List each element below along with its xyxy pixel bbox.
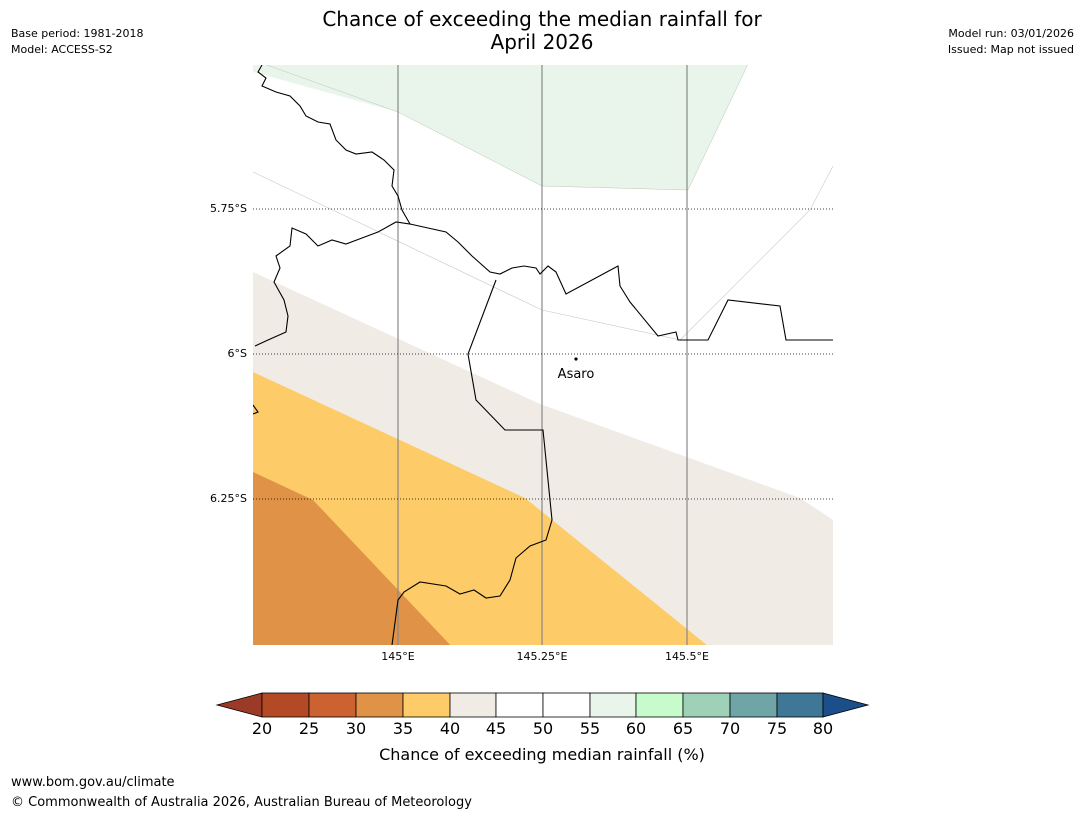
boundary-line xyxy=(391,279,553,645)
colorbar-segment xyxy=(261,692,310,718)
colorbar-tick: 25 xyxy=(298,719,320,738)
colorbar-segment xyxy=(682,692,731,718)
lon-label: 145.5°E xyxy=(665,650,709,663)
colorbar-extend-high xyxy=(822,692,870,718)
meta-left: Base period: 1981-2018 Model: ACCESS-S2 xyxy=(11,26,143,58)
lat-label: 5.75°S xyxy=(210,202,247,215)
colorbar-segment xyxy=(635,692,684,718)
colorbar-segment xyxy=(729,692,778,718)
footer-url: www.bom.gov.au/climate xyxy=(11,775,175,790)
title-line-2: April 2026 xyxy=(490,30,594,54)
lon-label: 145.25°E xyxy=(516,650,568,663)
colorbar-tick: 30 xyxy=(345,719,367,738)
colorbar-segment xyxy=(402,692,451,718)
colorbar-tick: 40 xyxy=(439,719,461,738)
colorbar-tick: 50 xyxy=(532,719,554,738)
lon-label: 145°E xyxy=(381,650,415,663)
meta-right: Model run: 03/01/2026 Issued: Map not is… xyxy=(948,26,1074,58)
colorbar-extend-low xyxy=(215,692,263,718)
place-label-asaro: Asaro xyxy=(558,367,595,382)
model-name: Model: ACCESS-S2 xyxy=(11,43,113,56)
colorbar-tick: 55 xyxy=(579,719,601,738)
colorbar-segment xyxy=(495,692,544,718)
colorbar-segment xyxy=(355,692,404,718)
model-run: Model run: 03/01/2026 xyxy=(948,27,1074,40)
boundary-line xyxy=(409,223,833,341)
place-marker-asaro xyxy=(574,357,578,361)
colorbar-segment xyxy=(308,692,357,718)
map-title: Chance of exceeding the median rainfall … xyxy=(242,8,842,54)
lat-label: 6.25°S xyxy=(210,492,247,505)
colorbar-tick: 70 xyxy=(719,719,741,738)
lat-label: 6°S xyxy=(227,347,247,360)
title-line-1: Chance of exceeding the median rainfall … xyxy=(322,7,762,31)
colorbar-tick: 65 xyxy=(672,719,694,738)
base-period: Base period: 1981-2018 xyxy=(11,27,144,40)
colorbar-tick: 75 xyxy=(766,719,788,738)
colorbar-tick: 45 xyxy=(485,719,507,738)
colorbar-tick: 80 xyxy=(812,719,834,738)
colorbar-segment xyxy=(589,692,637,718)
colorbar-label: Chance of exceeding median rainfall (%) xyxy=(379,745,705,764)
colorbar-segment xyxy=(449,692,497,718)
band-55-60 xyxy=(253,65,748,190)
boundary-line xyxy=(253,404,259,415)
footer-copyright: © Commonwealth of Australia 2026, Austra… xyxy=(11,795,472,810)
issued-status: Issued: Map not issued xyxy=(947,43,1074,56)
colorbar-tick: 60 xyxy=(625,719,647,738)
colorbar-tick: 20 xyxy=(251,719,273,738)
band-30-35 xyxy=(253,472,451,645)
boundary-line xyxy=(254,65,412,347)
colorbar-segment xyxy=(542,692,591,718)
colorbar-segment xyxy=(776,692,824,718)
colorbar-tick: 35 xyxy=(392,719,414,738)
